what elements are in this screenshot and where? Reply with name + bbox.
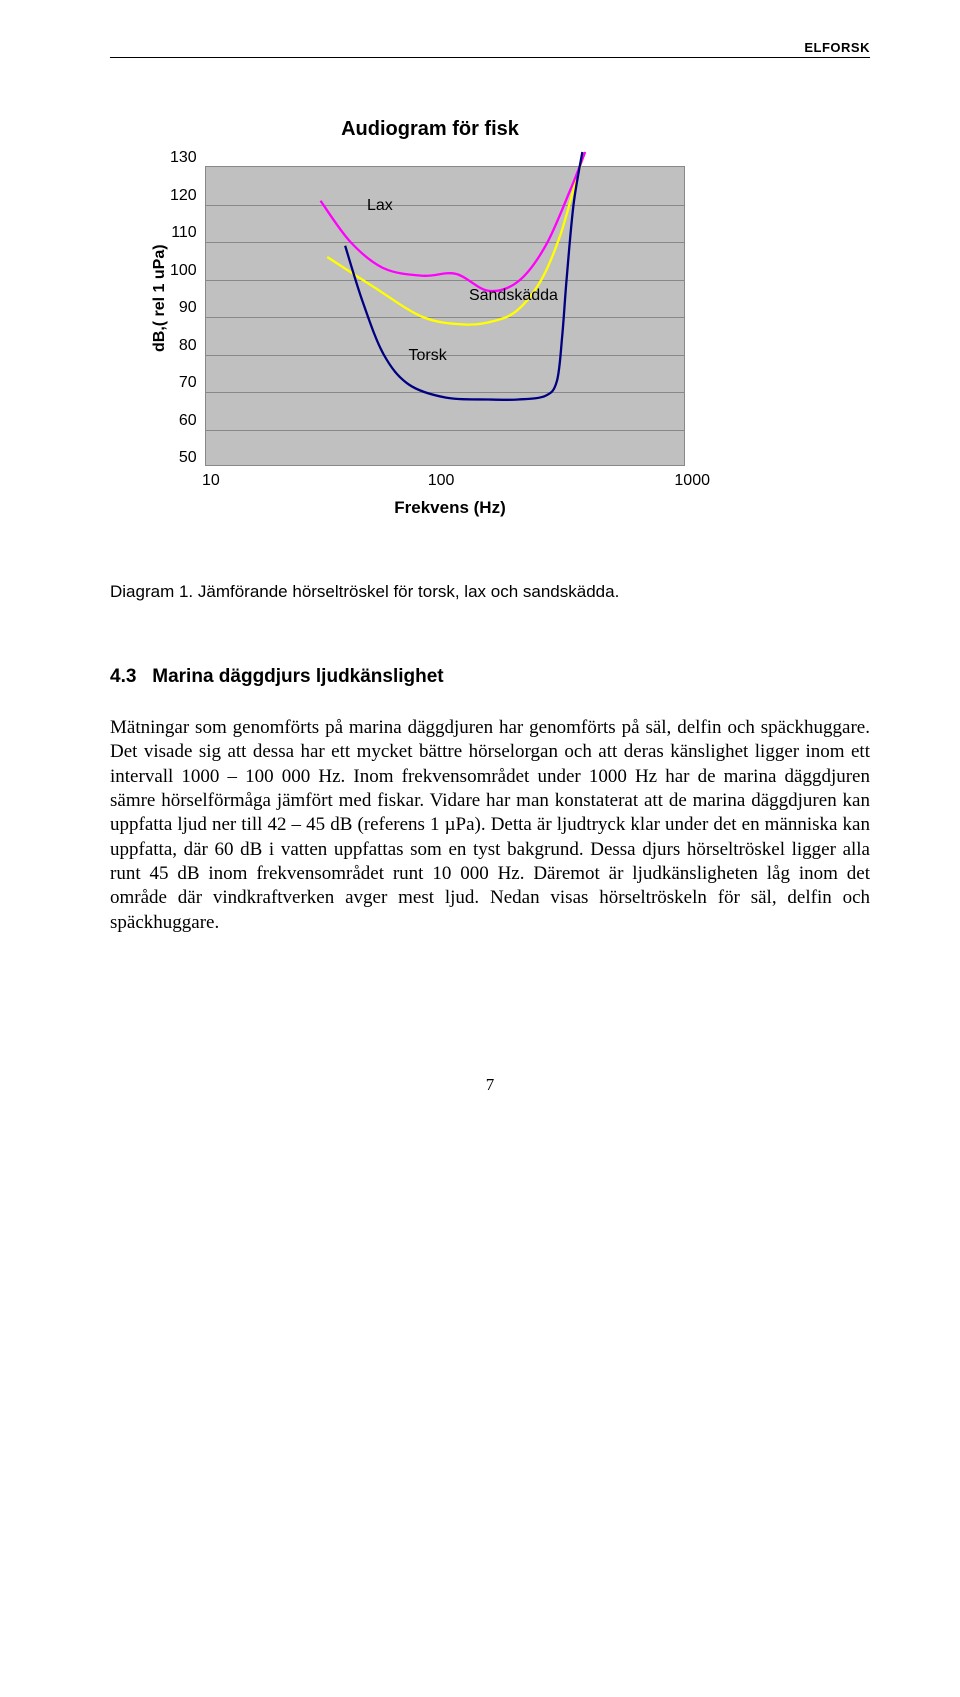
section-heading: 4.3 Marina däggdjurs ljudkänslighet [110, 666, 870, 688]
chart-xticks: 101001000 [210, 472, 690, 490]
chart-xtick: 10 [202, 472, 220, 490]
page-number: 7 [110, 1075, 870, 1095]
series-label-lax: Lax [367, 197, 393, 215]
series-label-torsk: Torsk [409, 347, 447, 365]
figure-caption: Diagram 1. Jämförande hörseltröskel för … [110, 582, 870, 602]
chart-title: Audiogram för fisk [150, 118, 710, 141]
series-label-sandskädda: Sandskädda [469, 287, 558, 305]
body-paragraph: Mätningar som genomförts på marina däggd… [110, 716, 870, 935]
chart-yticks: 1301201101009080706050 [170, 158, 205, 458]
header-rule [110, 57, 870, 58]
chart-xtick: 100 [428, 472, 455, 490]
section-number: 4.3 [110, 666, 136, 687]
chart-xlabel: Frekvens (Hz) [210, 498, 690, 518]
chart-xtick: 1000 [674, 472, 710, 490]
chart-series-svg [206, 167, 686, 467]
audiogram-chart: Audiogram för fisk dB,( rel 1 uPa) 13012… [150, 118, 870, 518]
chart-ylabel: dB,( rel 1 uPa) [151, 332, 169, 352]
brand-label: ELFORSK [110, 40, 870, 55]
section-title: Marina däggdjurs ljudkänslighet [152, 666, 443, 687]
chart-plot-area: Lax Sandskädda Torsk [205, 166, 685, 466]
series-torsk [345, 152, 582, 400]
